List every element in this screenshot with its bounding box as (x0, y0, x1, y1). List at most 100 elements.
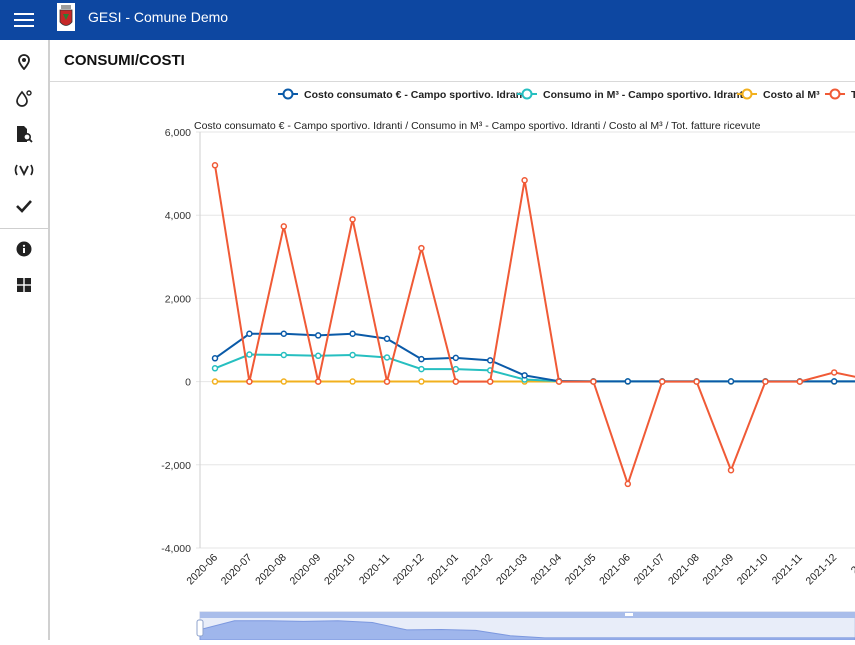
sidebar-item-dashboard[interactable] (0, 267, 48, 303)
top-app-bar: GESI - Comune Demo (0, 0, 855, 40)
x-tick-label: 2021-06 (597, 552, 633, 588)
data-point (349, 216, 356, 223)
legend-label[interactable]: Costo al M³ (763, 89, 820, 101)
data-point (521, 177, 528, 184)
data-point (486, 378, 494, 385)
sidebar-divider (0, 228, 48, 229)
check-icon (16, 200, 32, 213)
data-point (418, 355, 425, 363)
x-tick-label: 2020-08 (253, 552, 289, 588)
page-title: CONSUMI/COSTI (64, 52, 185, 69)
sidebar-item-info[interactable] (0, 231, 48, 267)
sidebar-item-map[interactable] (0, 44, 48, 80)
sidebar-item-validation[interactable] (0, 188, 48, 224)
x-tick-label: 2021-12 (804, 552, 840, 588)
legend-swatch-marker (521, 88, 533, 100)
meter-signal-icon (14, 164, 34, 177)
zoom-handle-left[interactable] (196, 619, 204, 637)
x-tick-label: 2022 (849, 552, 855, 577)
data-point (280, 223, 288, 230)
series-line (214, 165, 855, 488)
legend-label[interactable]: Tot. fatture ricevute (851, 89, 855, 101)
title-divider (50, 81, 855, 82)
dashboard-grid-icon (17, 278, 31, 292)
data-point (314, 352, 322, 360)
data-point (830, 369, 838, 376)
map-pin-icon (18, 54, 30, 70)
data-point (452, 354, 460, 362)
info-icon (16, 241, 32, 257)
data-point (830, 378, 838, 385)
data-point (349, 351, 356, 359)
app-title: GESI - Comune Demo (88, 9, 229, 25)
data-point (762, 378, 769, 385)
x-tick-label: 2021-10 (735, 552, 771, 588)
legend-swatch-marker (829, 88, 841, 100)
data-point (727, 466, 735, 474)
sidebar-item-documents[interactable] (0, 116, 48, 152)
data-point (590, 378, 597, 385)
sidebar (0, 40, 50, 640)
data-point (624, 378, 632, 385)
data-point (280, 330, 288, 338)
data-point (383, 378, 391, 385)
data-point (658, 378, 666, 385)
data-point (246, 351, 253, 358)
sidebar-item-meters[interactable] (0, 152, 48, 188)
x-tick-label: 2021-11 (770, 552, 805, 587)
data-point (624, 480, 632, 488)
x-tick-label: 2021-01 (425, 552, 461, 588)
data-point (486, 357, 494, 364)
data-point (383, 335, 391, 343)
data-point (211, 162, 219, 169)
data-point (349, 378, 356, 385)
chart-container: 6,000 4,000 2,000 0 -2,000 -4,000 Costo consum… (50, 82, 855, 641)
x-tick-label: 2020-11 (357, 552, 392, 587)
data-point (280, 378, 288, 385)
data-point (796, 378, 804, 385)
data-point (314, 332, 322, 339)
consumption-cost-chart: 6,000 4,000 2,000 0 -2,000 -4,000 Costo consum… (161, 88, 855, 641)
x-tick-label: 2021-02 (460, 552, 496, 588)
x-tick-label: 2021-09 (700, 552, 736, 588)
data-point (246, 330, 253, 338)
data-point (211, 378, 219, 385)
x-tick-label: 2020-07 (219, 552, 255, 588)
y-tick-label: -4,000 (161, 543, 191, 555)
x-tick-label: 2021-04 (528, 552, 564, 588)
data-point (418, 244, 425, 252)
zoom-preview-area (199, 620, 855, 641)
x-tick-label: 2020-09 (288, 552, 324, 588)
data-point (349, 330, 356, 338)
data-point (521, 372, 528, 379)
x-tick-label: 2021-07 (632, 552, 668, 588)
y-tick-label: 0 (185, 377, 191, 389)
data-point (280, 351, 288, 359)
x-tick-label: 2020-06 (184, 552, 220, 588)
sidebar-item-water[interactable] (0, 80, 48, 116)
chart-title: Costo consumato € - Campo sportivo. Idra… (194, 120, 761, 132)
y-tick-label: 6,000 (165, 127, 191, 139)
data-point (314, 378, 322, 385)
zoom-slider-bar[interactable] (200, 612, 855, 618)
data-point (418, 378, 425, 385)
x-tick-label: 2021-08 (666, 552, 702, 588)
municipality-logo (57, 3, 75, 31)
legend-label[interactable]: Consumo in M³ - Campo sportivo. Idranti (543, 89, 746, 101)
data-point (693, 378, 700, 385)
data-point (727, 378, 735, 385)
data-point (211, 365, 219, 372)
legend-swatch-marker (741, 88, 753, 100)
zoom-center-grip[interactable] (625, 613, 633, 616)
y-tick-label: -2,000 (161, 460, 191, 472)
data-point (555, 378, 563, 385)
x-tick-label: 2021-05 (563, 552, 599, 588)
legend-label[interactable]: Costo consumato € - Campo sportivo. Idra… (304, 89, 529, 101)
x-tick-label: 2021-03 (494, 552, 530, 588)
data-point (383, 354, 391, 361)
data-point (418, 365, 425, 373)
menu-icon[interactable] (14, 10, 34, 30)
data-point (246, 378, 253, 385)
water-drop-icon (16, 90, 32, 107)
document-search-icon (17, 126, 33, 143)
